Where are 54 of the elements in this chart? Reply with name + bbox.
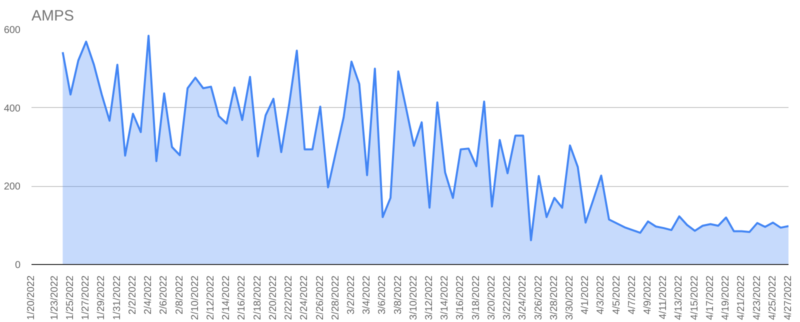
x-tick-label: 3/10/2022: [408, 275, 420, 320]
x-tick-label: 4/25/2022: [767, 275, 778, 320]
x-tick-label: 4/1/2022: [580, 275, 592, 314]
x-tick-label: 2/16/2022: [236, 275, 248, 320]
x-tick-label: 4/21/2022: [736, 275, 748, 320]
x-tick-label: 1/31/2022: [112, 275, 123, 320]
x-tick-label: 3/22/2022: [502, 275, 514, 320]
chart-title: AMPS: [32, 8, 74, 24]
x-tick-label: 2/2/2022: [127, 275, 138, 314]
x-tick-label: 4/7/2022: [626, 275, 638, 314]
y-tick-label: 400: [4, 103, 21, 114]
x-tick-label: 2/14/2022: [221, 275, 232, 320]
x-tick-label: 4/3/2022: [596, 275, 607, 314]
x-tick-label: 2/12/2022: [205, 275, 216, 320]
x-tick-label: 4/27/2022: [783, 275, 794, 320]
x-tick-label: 2/18/2022: [252, 275, 264, 320]
x-tick-label: 3/4/2022: [362, 275, 373, 314]
x-tick-label: 3/26/2022: [533, 275, 544, 320]
x-tick-label: 2/20/2022: [268, 275, 279, 320]
y-tick-label: 0: [14, 260, 21, 271]
y-tick-label: 600: [4, 25, 21, 36]
x-tick-label: 1/29/2022: [96, 275, 108, 320]
x-tick-label: 2/6/2022: [158, 275, 170, 314]
x-tick-label: 3/12/2022: [424, 275, 436, 320]
x-tick-label: 1/27/2022: [80, 275, 92, 320]
x-tick-label: 2/26/2022: [314, 275, 326, 320]
x-tick-label: 3/14/2022: [440, 275, 451, 320]
x-tick-label: 4/13/2022: [674, 275, 685, 320]
x-tick-label: 4/11/2022: [658, 275, 670, 320]
x-tick-label: 1/23/2022: [49, 275, 60, 320]
x-tick-label: 4/5/2022: [611, 275, 622, 314]
x-tick-label: 3/24/2022: [518, 275, 529, 320]
x-tick-label: 4/9/2022: [642, 275, 654, 314]
x-tick-label: 2/28/2022: [330, 275, 342, 320]
x-tick-label: 3/6/2022: [377, 275, 388, 314]
x-tick-label: 3/30/2022: [564, 275, 576, 320]
y-tick-label: 200: [4, 182, 21, 193]
x-tick-label: 3/8/2022: [392, 275, 404, 314]
x-tick-label: 4/23/2022: [752, 275, 763, 320]
x-tick-label: 2/22/2022: [284, 275, 295, 320]
x-tick-label: 4/19/2022: [720, 275, 732, 320]
x-tick-label: 3/20/2022: [486, 275, 498, 320]
x-tick-label: 4/15/2022: [689, 275, 700, 320]
x-tick-label: 1/20/2022: [26, 275, 37, 320]
x-tick-label: 1/25/2022: [65, 275, 76, 320]
x-tick-label: 3/2/2022: [346, 275, 357, 314]
x-tick-label: 2/10/2022: [190, 275, 201, 320]
x-tick-label: 2/8/2022: [174, 275, 186, 314]
x-tick-label: 3/28/2022: [548, 275, 560, 320]
x-tick-label: 2/24/2022: [299, 275, 310, 320]
x-tick-label: 3/16/2022: [455, 275, 466, 320]
x-tick-label: 2/4/2022: [143, 275, 154, 314]
x-tick-label: 3/18/2022: [470, 275, 482, 320]
x-tick-label: 4/17/2022: [704, 275, 716, 320]
